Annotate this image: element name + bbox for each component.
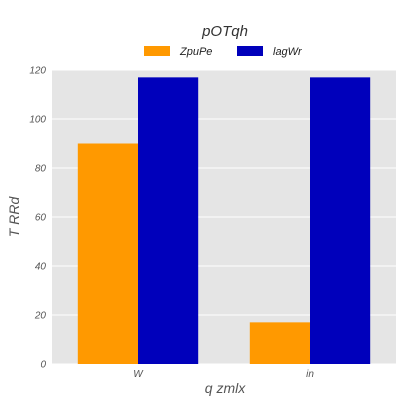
y-axis-label: T RRd bbox=[6, 196, 22, 238]
y-tick-label: 120 bbox=[29, 66, 46, 77]
legend: ZpuPe lagWr bbox=[144, 46, 303, 58]
legend-label-series-2: lagWr bbox=[273, 46, 303, 58]
bar-series-2-in bbox=[310, 77, 371, 364]
y-axis-ticks: 0 20 40 60 80 100 120 bbox=[29, 66, 46, 371]
x-tick-label: W bbox=[133, 369, 144, 380]
bars bbox=[77, 77, 371, 364]
y-tick-label: 20 bbox=[34, 311, 47, 322]
x-axis-label: q zmlx bbox=[205, 380, 246, 396]
x-tick-label: in bbox=[306, 369, 314, 380]
y-tick-label: 80 bbox=[35, 164, 47, 175]
bar-series-1-in bbox=[249, 322, 310, 364]
y-tick-label: 0 bbox=[40, 360, 46, 371]
bar-series-2-W bbox=[138, 77, 199, 364]
legend-swatch-series-2 bbox=[237, 46, 263, 56]
y-tick-label: 40 bbox=[35, 262, 47, 273]
chart-title: pOTqh bbox=[201, 23, 248, 40]
y-tick-label: 100 bbox=[29, 115, 46, 126]
bar-series-1-W bbox=[77, 143, 138, 364]
legend-label-series-1: ZpuPe bbox=[179, 46, 212, 58]
y-tick-label: 60 bbox=[35, 213, 47, 224]
legend-swatch-series-1 bbox=[144, 46, 170, 56]
